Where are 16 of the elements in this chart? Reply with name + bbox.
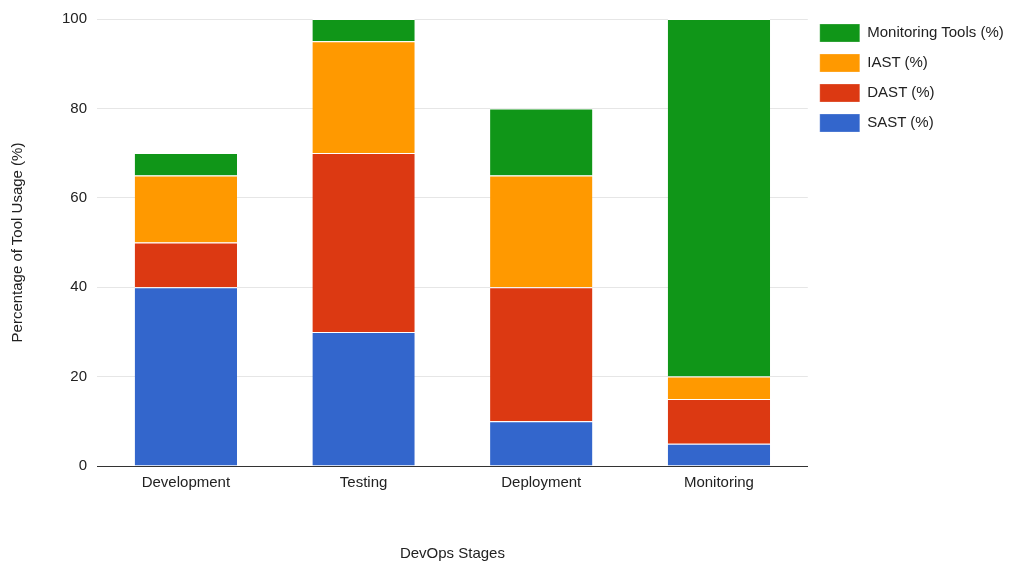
y-tick-label: 100 <box>62 9 88 27</box>
legend-label: IAST (%) <box>867 53 928 71</box>
x-axis-title: DevOps Stages <box>399 544 505 562</box>
y-axis-title: Percentage of Tool Usage (%) <box>8 142 26 343</box>
x-tick-label: Development <box>141 473 231 491</box>
legend-label: SAST (%) <box>867 113 934 131</box>
x-tick-label: Deployment <box>501 473 583 491</box>
y-tick-label: 60 <box>70 187 88 205</box>
x-tick-label: Monitoring <box>683 473 754 491</box>
legend-label: DAST (%) <box>867 83 935 101</box>
y-tick-label: 40 <box>70 277 88 295</box>
legend-label: Monitoring Tools (%) <box>867 23 1004 41</box>
y-tick-label: 20 <box>70 366 88 384</box>
y-tick-label: 0 <box>78 456 88 474</box>
y-tick-label: 80 <box>70 98 88 116</box>
x-tick-label: Testing <box>339 473 388 491</box>
